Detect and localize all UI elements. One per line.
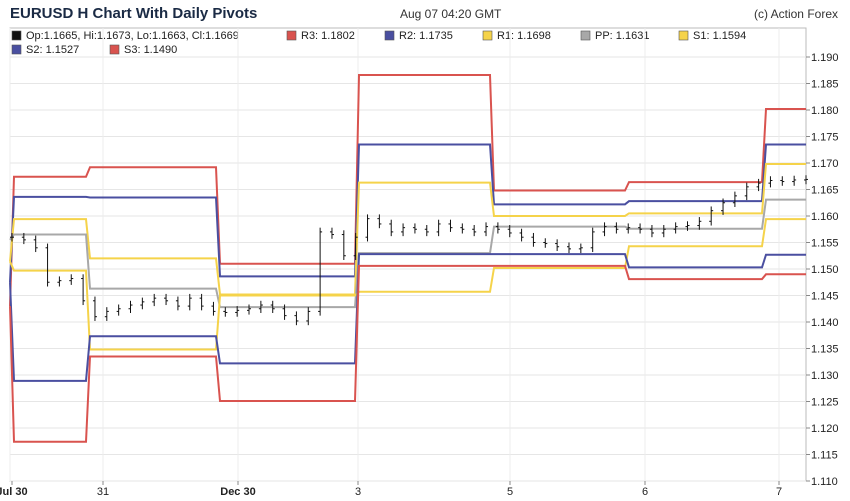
x-tick-label: 7 <box>776 486 782 498</box>
y-tick-label: 1.120 <box>811 423 839 435</box>
y-tick-label: 1.155 <box>811 238 839 250</box>
legend-label-ohlc: Op:1.1665, Hi:1.1673, Lo:1.1663, Cl:1.16… <box>26 30 239 42</box>
legend-swatch-ohlc <box>11 30 22 41</box>
y-tick-label: 1.145 <box>811 291 839 303</box>
y-tick-label: 1.150 <box>811 264 839 276</box>
y-tick-label: 1.140 <box>811 317 839 329</box>
x-tick-label: 6 <box>642 486 648 498</box>
pivot-line-r3 <box>9 74 806 307</box>
x-tick-label: Jul 30 <box>0 486 28 498</box>
y-tick-label: 1.165 <box>811 185 839 197</box>
y-tick-label: 1.185 <box>811 79 839 91</box>
y-tick-label: 1.190 <box>811 52 839 64</box>
price-bars <box>10 175 808 326</box>
legend-label-s1: S1: 1.1594 <box>693 30 746 42</box>
x-tick-label: Dec 30 <box>220 486 255 498</box>
legend: Op:1.1665, Hi:1.1673, Lo:1.1663, Cl:1.16… <box>11 30 746 56</box>
y-tick-label: 1.125 <box>811 397 839 409</box>
chart-timestamp: Aug 07 04:20 GMT <box>400 7 502 21</box>
pivot-lines <box>9 74 806 443</box>
grid <box>9 28 806 482</box>
y-tick-label: 1.180 <box>811 105 839 117</box>
pivot-line-s3 <box>9 264 806 443</box>
y-tick-label: 1.135 <box>811 344 839 356</box>
legend-swatch-s1 <box>678 30 689 41</box>
pivot-line-r1 <box>9 163 806 296</box>
y-tick-label: 1.175 <box>811 132 839 144</box>
legend-swatch-pp <box>580 30 591 41</box>
y-tick-label: 1.170 <box>811 158 839 170</box>
x-axis: Jul 30 31 Dec 30 3 5 6 7 <box>0 481 782 498</box>
chart-title: EURUSD H Chart With Daily Pivots <box>10 5 258 22</box>
legend-label-r1: R1: 1.1698 <box>497 30 551 42</box>
legend-label-pp: PP: 1.1631 <box>595 30 649 42</box>
pivot-line-s2 <box>9 253 806 382</box>
y-tick-label: 1.115 <box>811 450 838 462</box>
y-axis: 1.190 1.185 1.180 1.175 1.170 1.165 1.160 1.155… <box>806 52 839 488</box>
legend-swatch-s2 <box>11 44 22 55</box>
y-tick-label: 1.160 <box>811 211 839 223</box>
y-tick-label: 1.130 <box>811 370 839 382</box>
x-tick-label: 5 <box>507 486 513 498</box>
legend-label-r2: R2: 1.1735 <box>399 30 453 42</box>
legend-label-r3: R3: 1.1802 <box>301 30 355 42</box>
x-tick-label: 31 <box>97 486 109 498</box>
y-tick-label: 1.110 <box>811 476 838 488</box>
chart-credit: (c) Action Forex <box>753 7 838 21</box>
legend-swatch-r1 <box>482 30 493 41</box>
x-tick-label: 3 <box>355 486 361 498</box>
legend-label-s3: S3: 1.1490 <box>124 44 177 56</box>
legend-label-s2: S2: 1.1527 <box>26 44 79 56</box>
legend-swatch-s3 <box>109 44 120 55</box>
pivot-line-pp <box>9 198 806 309</box>
legend-swatch-r3 <box>286 30 297 41</box>
legend-swatch-r2 <box>384 30 395 41</box>
pivot-line-r2 <box>9 143 806 283</box>
